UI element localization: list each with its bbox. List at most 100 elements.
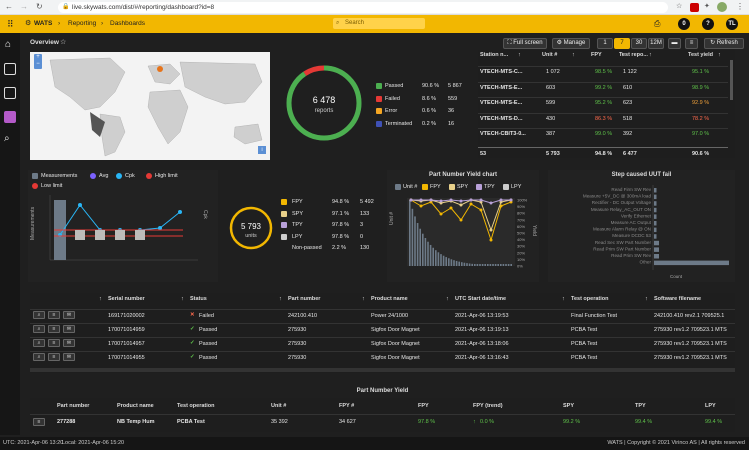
sort-arrow-icon[interactable]: ↑ xyxy=(649,52,652,58)
sort-arrow-icon[interactable]: ↑ xyxy=(572,52,575,58)
period-12m-button[interactable]: 12M xyxy=(648,38,664,49)
table-row[interactable] xyxy=(30,309,735,323)
table-row[interactable] xyxy=(30,414,735,429)
station-table-header[interactable]: Test yield xyxy=(688,52,713,58)
sort-arrow-icon[interactable]: ↑ xyxy=(621,52,624,58)
comment-icon[interactable]: ✉ xyxy=(63,353,75,361)
search-nav-icon[interactable]: ⌕ xyxy=(4,133,10,144)
user-avatar[interactable]: TL xyxy=(726,18,738,30)
pn-yield-table-header[interactable]: FPY xyxy=(418,403,429,409)
legend-label[interactable]: Avg xyxy=(99,173,109,179)
breadcrumb-reporting[interactable]: Reporting xyxy=(68,20,97,27)
list-icon[interactable]: ≡ xyxy=(48,311,60,319)
legend-label[interactable]: Unit # xyxy=(403,184,418,190)
home-icon[interactable]: ⌂ xyxy=(5,39,12,50)
search-input[interactable]: ⌕ Search xyxy=(333,18,425,29)
favorite-star-icon[interactable]: ☆ xyxy=(60,39,67,46)
units-table-header[interactable]: Serial number xyxy=(108,296,145,302)
pn-yield-table-header[interactable]: Test operation xyxy=(177,403,215,409)
sort-arrow-icon[interactable]: ↑ xyxy=(718,52,721,58)
sort-arrow-icon[interactable]: ↑ xyxy=(99,296,102,302)
search-icon[interactable]: ⌕ xyxy=(33,339,45,347)
profile-avatar[interactable] xyxy=(717,2,727,12)
sort-arrow-icon[interactable]: ↑ xyxy=(181,296,184,302)
pn-yield-table-header[interactable]: LPY xyxy=(705,403,716,409)
comment-icon[interactable]: ✉ xyxy=(63,311,75,319)
search-icon[interactable]: ⌕ xyxy=(33,353,45,361)
list-view-icon[interactable]: ≡ xyxy=(685,38,698,49)
manage-button[interactable]: ⚙ Manage xyxy=(552,38,590,49)
period-1-button[interactable]: 1 xyxy=(597,38,613,49)
list-icon[interactable]: ≡ xyxy=(33,418,45,426)
zoom-out-icon[interactable]: − xyxy=(36,61,40,67)
apps-grid-icon[interactable]: ⠿ xyxy=(7,19,14,29)
table-row[interactable] xyxy=(478,128,728,141)
sort-arrow-icon[interactable]: ↑ xyxy=(645,296,648,302)
extension-icon[interactable] xyxy=(690,3,699,12)
notification-badge[interactable]: 0 xyxy=(678,18,690,30)
comment-icon[interactable]: ✉ xyxy=(63,325,75,333)
document-icon[interactable] xyxy=(4,63,16,75)
bookmark-star-icon[interactable]: ☆ xyxy=(676,3,683,10)
pn-yield-table-header[interactable]: Product name xyxy=(117,403,154,409)
browser-menu-icon[interactable]: ⋮ xyxy=(736,2,744,11)
units-table-header[interactable]: Part number xyxy=(288,296,321,302)
table-row[interactable] xyxy=(478,81,728,95)
pn-yield-table-header[interactable]: TPY xyxy=(635,403,646,409)
legend-label[interactable]: SPY xyxy=(457,184,469,190)
calendar-icon[interactable]: ▬ xyxy=(668,38,681,49)
sort-arrow-icon[interactable]: ↑ xyxy=(562,296,565,302)
world-map[interactable]: + − i xyxy=(30,52,270,160)
forward-icon[interactable]: → xyxy=(20,2,28,11)
units-table-header[interactable]: Test operation xyxy=(571,296,609,302)
table-row[interactable] xyxy=(478,97,728,110)
pn-yield-table-header[interactable]: FPY # xyxy=(339,403,355,409)
period-30-button[interactable]: 30 xyxy=(631,38,647,49)
units-table-header[interactable]: UTC Start date/time xyxy=(455,296,507,302)
back-icon[interactable]: ← xyxy=(5,2,13,11)
extensions-puzzle-icon[interactable]: ✦ xyxy=(704,3,710,10)
legend-label[interactable]: Measurements xyxy=(41,173,78,179)
legend-label[interactable]: LPY xyxy=(511,184,522,190)
search-icon[interactable]: ⌕ xyxy=(33,311,45,319)
period-7-button[interactable]: 7 xyxy=(614,38,630,49)
pn-yield-table-header[interactable]: Part number xyxy=(57,403,90,409)
sort-arrow-icon[interactable]: ↑ xyxy=(362,296,365,302)
map-zoom-control[interactable]: + − xyxy=(34,54,42,69)
legend-label[interactable]: Cpk xyxy=(125,173,135,179)
station-table-header[interactable]: Test repo... xyxy=(619,52,648,58)
pn-yield-table-header[interactable]: SPY xyxy=(563,403,575,409)
units-table-header[interactable]: Product name xyxy=(371,296,408,302)
horizontal-scrollbar[interactable] xyxy=(30,368,735,372)
units-table-header[interactable]: Status xyxy=(190,296,207,302)
pn-yield-table-header[interactable]: Unit # xyxy=(271,403,287,409)
zoom-in-icon[interactable]: + xyxy=(36,54,40,60)
list-icon[interactable]: ≡ xyxy=(48,353,60,361)
dashboard-icon[interactable] xyxy=(4,111,16,123)
legend-label[interactable]: Low limit xyxy=(41,183,63,189)
list-icon[interactable]: ≡ xyxy=(48,325,60,333)
table-row[interactable] xyxy=(30,337,735,351)
list-icon[interactable]: ≡ xyxy=(48,339,60,347)
sort-arrow-icon[interactable]: ↑ xyxy=(279,296,282,302)
help-icon[interactable]: ? xyxy=(702,18,714,30)
table-row[interactable] xyxy=(478,112,728,126)
table-row[interactable] xyxy=(30,351,735,365)
print-icon[interactable]: ⎙ xyxy=(654,19,661,28)
map-info-icon[interactable]: i xyxy=(258,146,266,154)
units-table-header[interactable]: Software filename xyxy=(654,296,702,302)
search-icon[interactable]: ⌕ xyxy=(33,325,45,333)
legend-label[interactable]: TPY xyxy=(484,184,495,190)
station-table-header[interactable]: Station n... xyxy=(480,52,509,58)
station-table-header[interactable]: Unit # xyxy=(542,52,558,58)
pn-yield-table-header[interactable]: FPY (trend) xyxy=(473,403,503,409)
sort-arrow-icon[interactable]: ↑ xyxy=(446,296,449,302)
fullscreen-button[interactable]: ⛶ Full screen xyxy=(503,38,547,49)
sort-arrow-icon[interactable]: ↑ xyxy=(518,52,521,58)
table-row[interactable] xyxy=(478,66,728,79)
breadcrumb-dashboards[interactable]: Dashboards xyxy=(110,20,146,27)
address-bar[interactable]: 🔒 live.skywats.com/dist/#/reporting/dashb… xyxy=(58,2,668,13)
station-table-header[interactable]: FPY xyxy=(591,52,602,58)
table-icon[interactable] xyxy=(4,87,16,99)
legend-label[interactable]: FPY xyxy=(430,184,441,190)
